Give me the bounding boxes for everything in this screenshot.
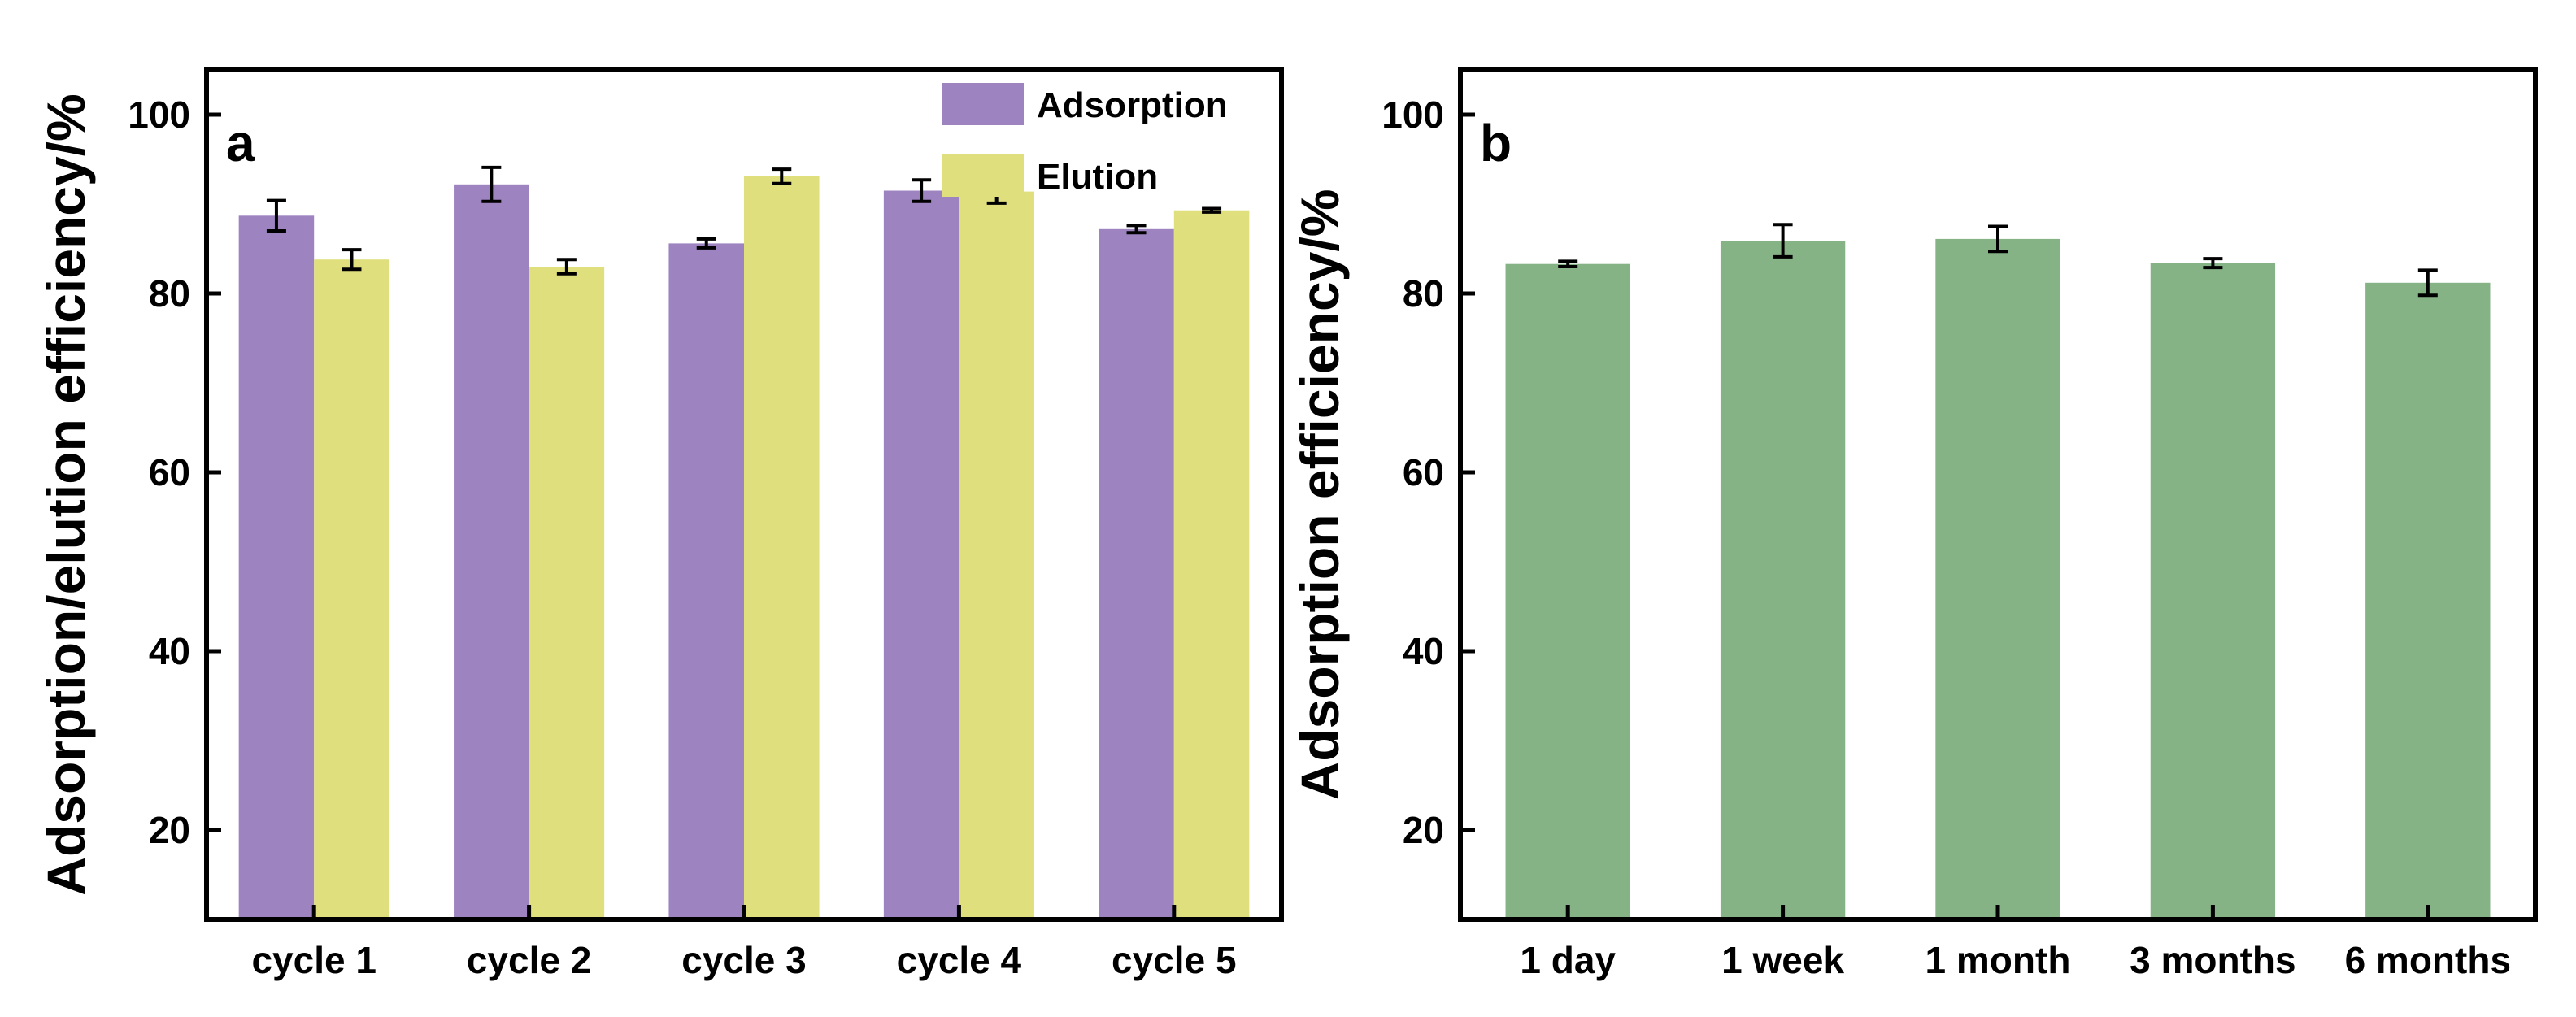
- x-tick-label-4: 3 months: [2130, 939, 2295, 981]
- x-tick-label-5: cycle 5: [1112, 939, 1236, 981]
- y-tick-label-20: 20: [1403, 809, 1444, 851]
- chart-panel-a: 20 40 60 80 100 cycle 1 cycle 2 cycle 3 cycle 4 c…: [36, 67, 1284, 981]
- legend-label-adsorption: Adsorption: [1037, 85, 1228, 125]
- y-tick-label-60: 60: [1403, 451, 1444, 493]
- x-tick-label-3: 1 month: [1925, 939, 2071, 981]
- bar-adsorption-5: [1099, 228, 1174, 919]
- chart-panel-b: 20 40 60 80 100 1 day 1 week 1 month 3 months 6 m…: [1290, 67, 2538, 981]
- panel-label: a: [226, 114, 255, 172]
- y-tick-label-60: 60: [149, 451, 190, 493]
- bar-adsorption-3: [1935, 238, 2060, 919]
- x-tick-label-4: cycle 4: [897, 939, 1022, 981]
- y-tick-label-100: 100: [1382, 93, 1444, 136]
- bar-adsorption-2: [1720, 241, 1846, 920]
- x-tick-label-3: cycle 3: [681, 939, 806, 981]
- y-tick-label-80: 80: [149, 272, 190, 315]
- y-tick-label-100: 100: [128, 93, 190, 136]
- bar-elution-2: [529, 267, 605, 919]
- x-tick-label-5: 6 months: [2345, 939, 2511, 981]
- bar-elution-5: [1173, 210, 1250, 919]
- bar-adsorption-4: [2150, 263, 2276, 920]
- legend-swatch-adsorption: [942, 83, 1024, 125]
- y-tick-label-40: 40: [1403, 630, 1444, 672]
- y-tick-label-40: 40: [149, 630, 190, 672]
- bar-adsorption-4: [883, 190, 959, 919]
- bar-elution-4: [959, 191, 1034, 920]
- bar-elution-3: [744, 176, 820, 919]
- legend-label-elution: Elution: [1037, 157, 1158, 197]
- y-tick-label-20: 20: [149, 809, 190, 851]
- x-tick-label-1: 1 day: [1520, 939, 1616, 981]
- x-tick-label-2: cycle 2: [467, 939, 591, 981]
- panel-label: b: [1480, 114, 1512, 172]
- bar-adsorption-2: [454, 184, 529, 920]
- y-tick-label-80: 80: [1403, 272, 1444, 315]
- x-tick-label-1: cycle 1: [251, 939, 376, 981]
- bar-adsorption-3: [668, 243, 744, 919]
- x-tick-label-2: 1 week: [1721, 939, 1844, 981]
- y-axis-label: Adsorption/elution efficiency/%: [36, 93, 96, 895]
- y-axis-label: Adsorption efficiency/%: [1290, 189, 1350, 801]
- bar-elution-1: [314, 259, 389, 919]
- bar-adsorption-1: [1505, 263, 1630, 919]
- legend-swatch-elution: [942, 154, 1024, 197]
- bar-adsorption-5: [2365, 282, 2491, 919]
- bar-adsorption-1: [238, 215, 315, 919]
